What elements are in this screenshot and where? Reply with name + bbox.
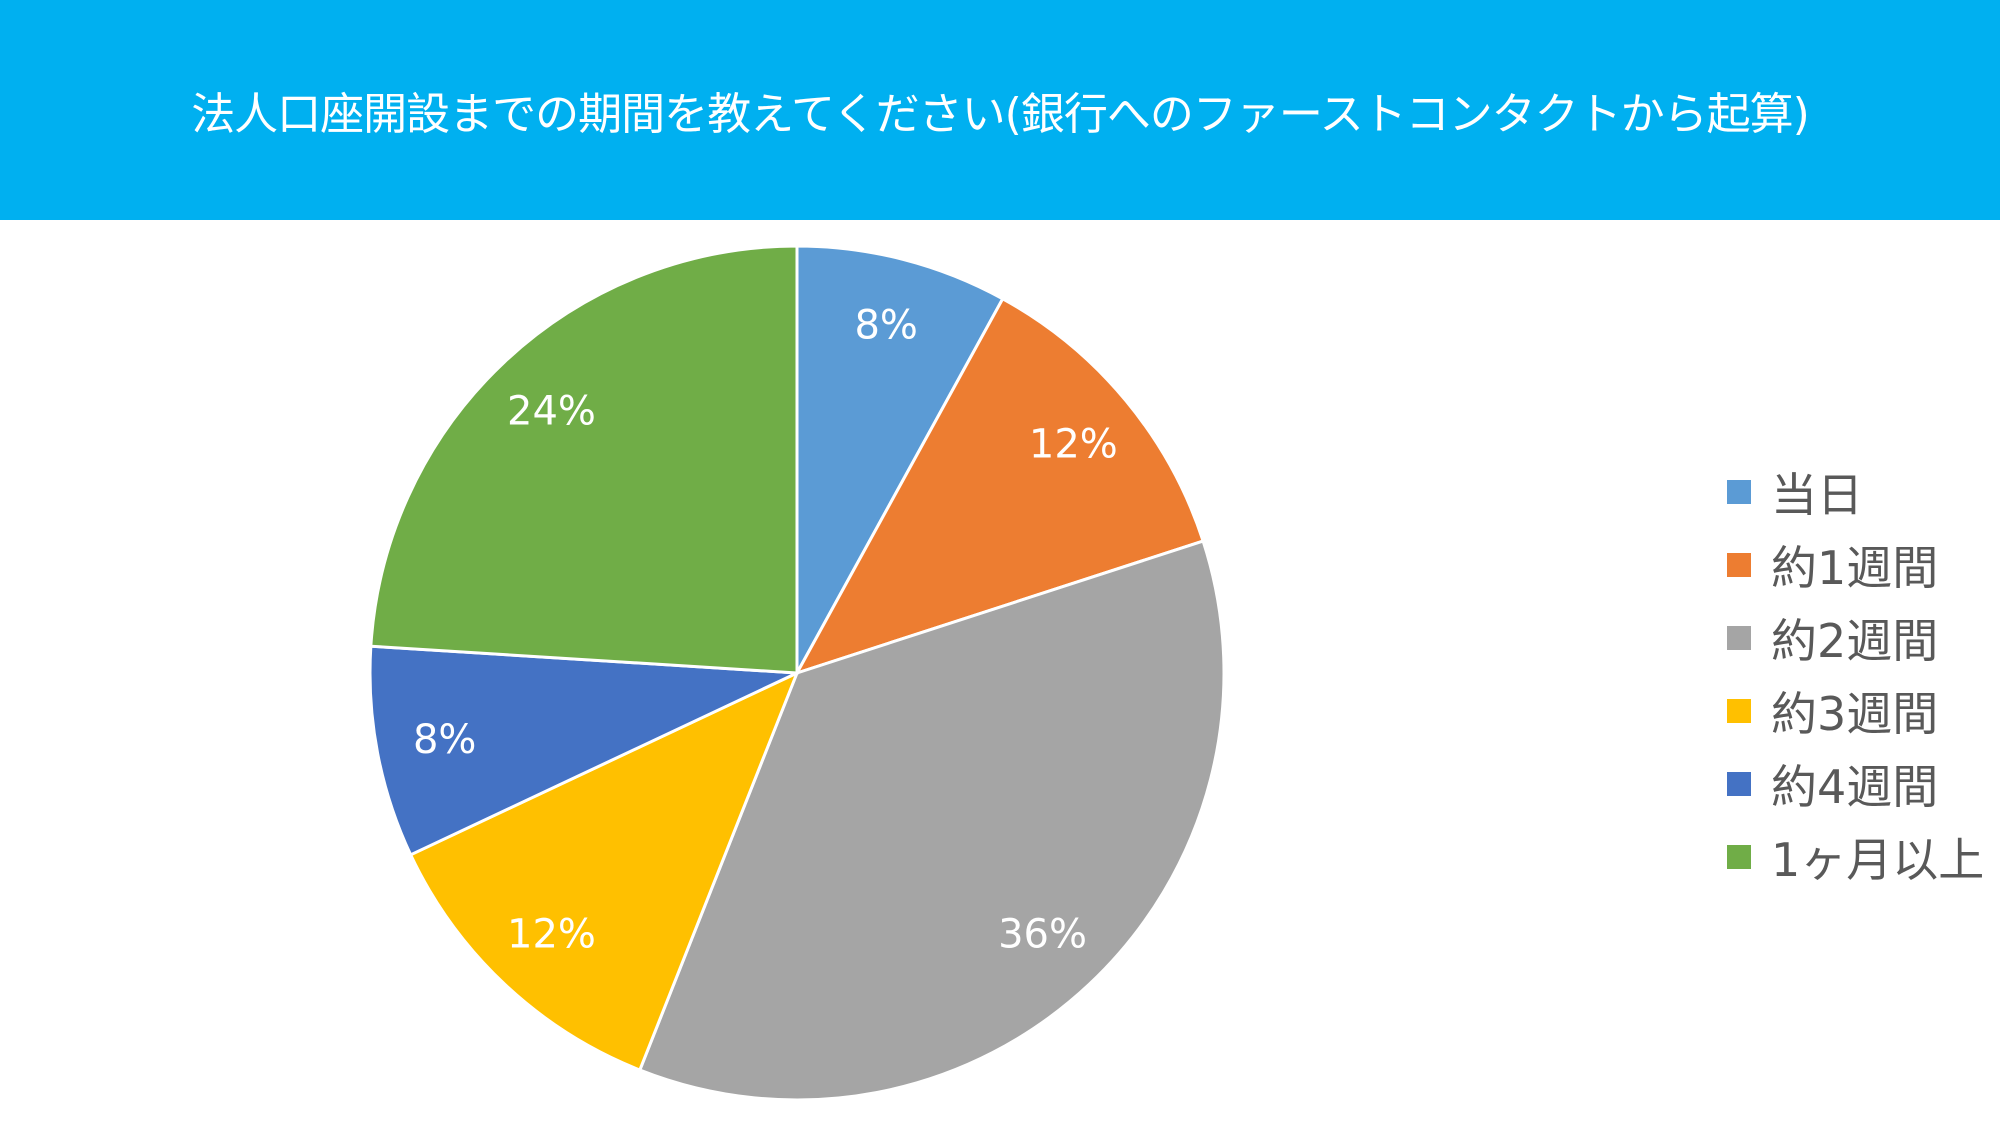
pie-slice-0 [795, 244, 1005, 674]
data-label-0: 8% [854, 303, 917, 349]
chart-title-banner: 法人口座開設までの期間を教えてください(銀行へのファーストコンタクトから起算) [0, 0, 2000, 220]
pie-slice-5 [369, 244, 799, 675]
legend-label: 約2週間 [1771, 613, 1939, 668]
pie-slice-3 [408, 670, 800, 1072]
data-label-2: 36% [998, 911, 1087, 957]
legend-label: 1ヶ月以上 [1771, 832, 1985, 887]
legend-item: 約2週間 [1727, 601, 1984, 674]
data-label-3: 12% [507, 911, 596, 957]
pie-slice-1 [793, 296, 1205, 676]
legend-label: 約1週間 [1771, 540, 1939, 595]
legend-swatch [1727, 625, 1751, 650]
legend-swatch [1727, 771, 1751, 796]
legend-item: 1ヶ月以上 [1727, 820, 1984, 893]
chart-title: 法人口座開設までの期間を教えてください(銀行へのファーストコンタクトから起算) [191, 89, 1810, 140]
legend-item: 約3週間 [1727, 674, 1984, 747]
legend-item: 約1週間 [1727, 528, 1984, 601]
legend-label: 当日 [1771, 467, 1863, 522]
legend-swatch [1727, 479, 1751, 504]
legend-item: 当日 [1727, 455, 1984, 528]
data-label-5: 24% [507, 389, 596, 435]
legend-item: 約4週間 [1727, 747, 1984, 820]
pie-slice-2 [637, 539, 1226, 1102]
data-label-4: 8% [413, 717, 476, 763]
pie-slice-4 [368, 644, 798, 857]
legend-swatch [1727, 844, 1751, 869]
legend-label: 約4週間 [1771, 759, 1939, 814]
legend-swatch [1727, 698, 1751, 723]
legend: 当日約1週間約2週間約3週間約4週間 1ヶ月以上 [1727, 455, 1984, 893]
legend-label: 約3週間 [1771, 686, 1939, 741]
data-label-1: 12% [1029, 421, 1118, 467]
legend-swatch [1727, 552, 1751, 577]
